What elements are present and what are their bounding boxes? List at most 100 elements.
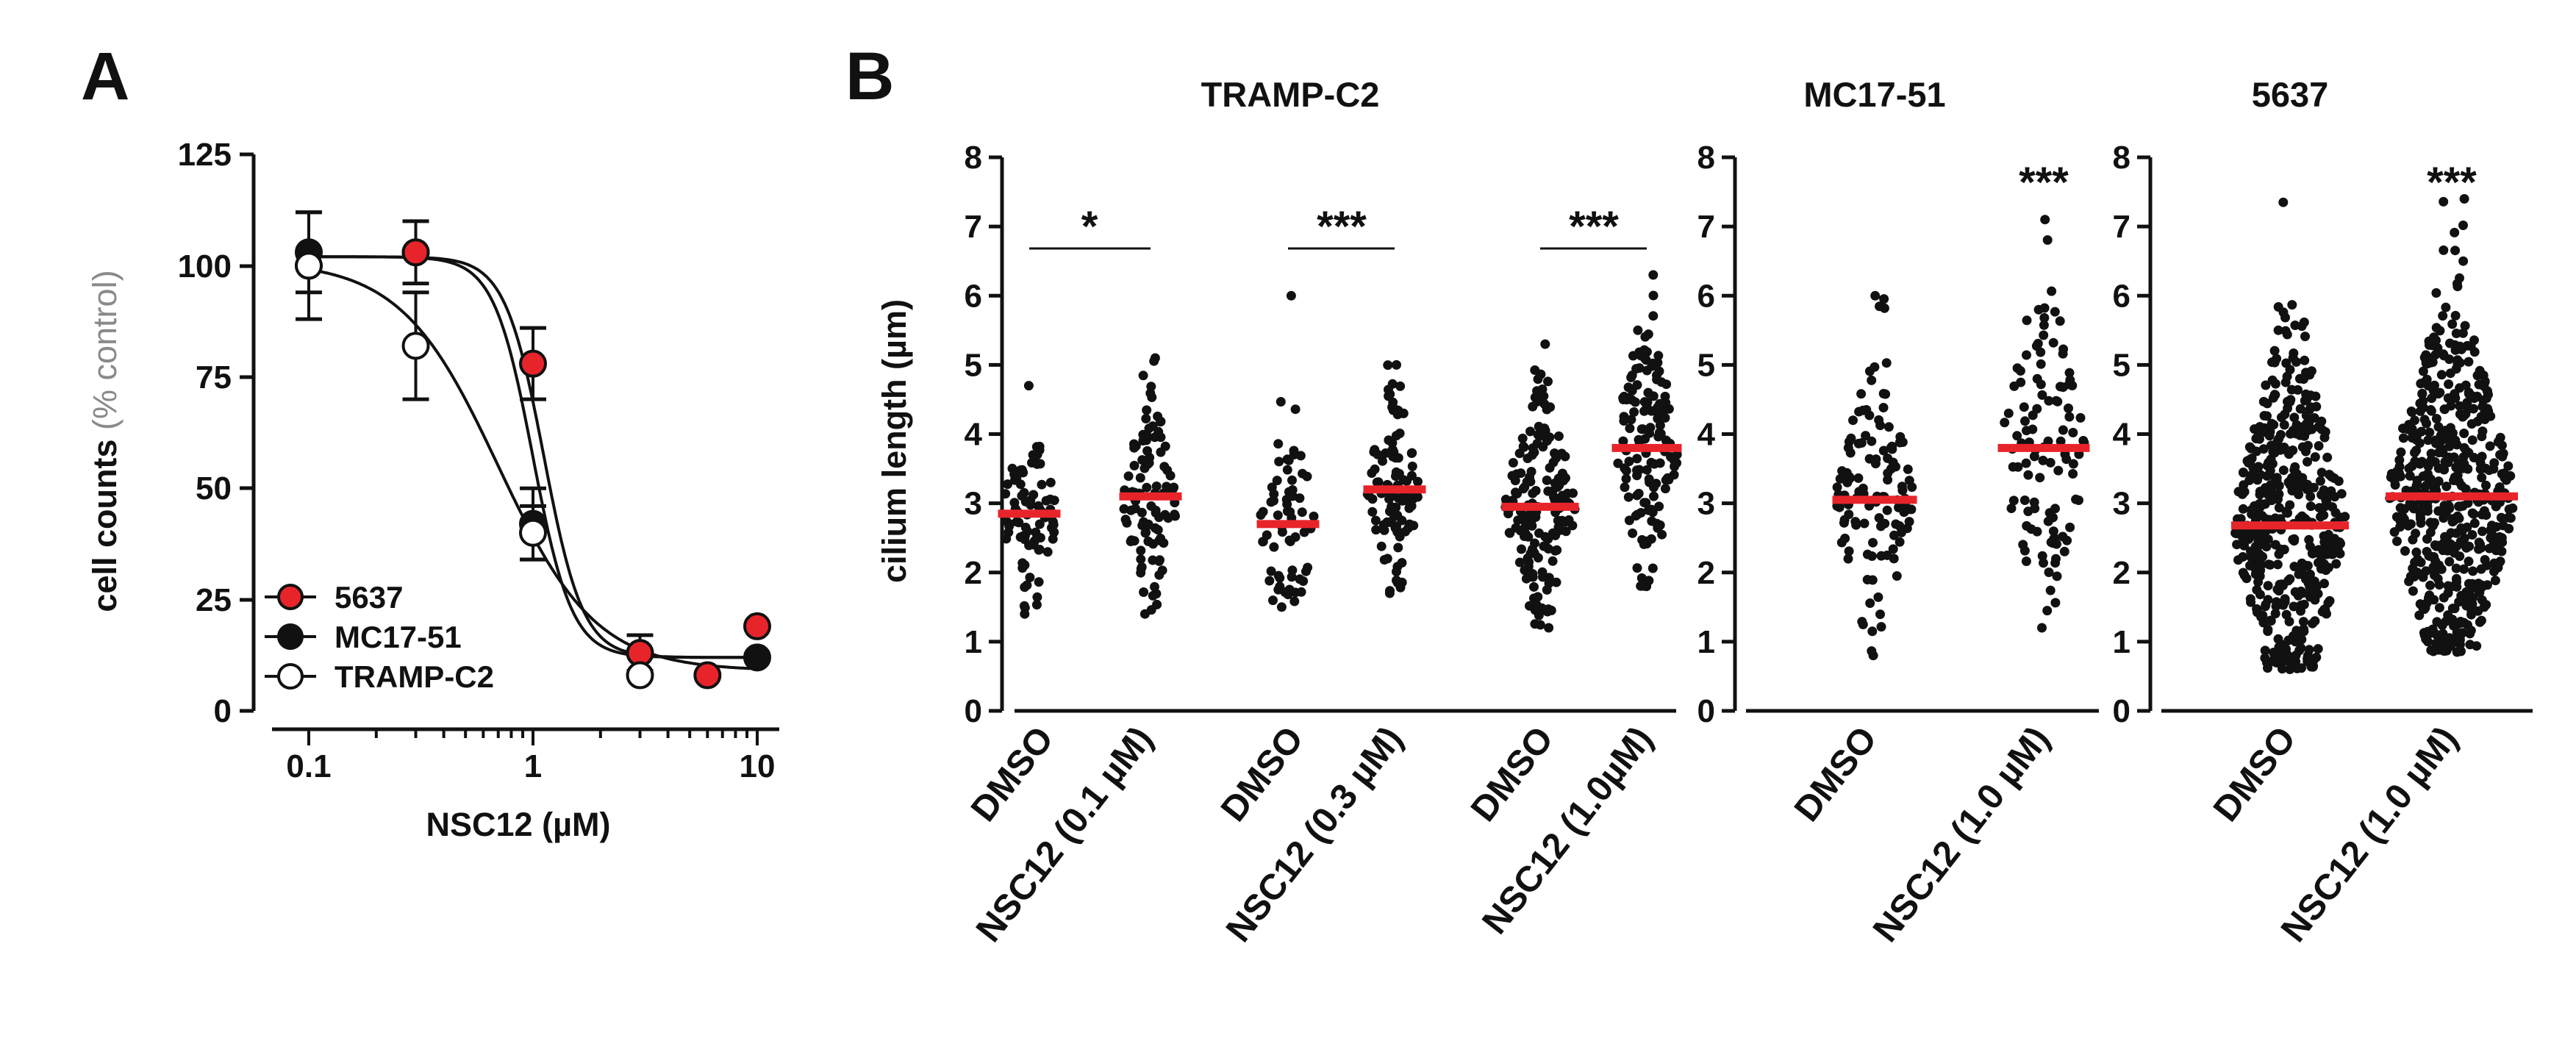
data-point bbox=[2290, 587, 2300, 597]
panel-b-title-5637: 5637 bbox=[2252, 75, 2329, 114]
data-point bbox=[2441, 482, 2452, 492]
data-point bbox=[2440, 537, 2450, 548]
data-point bbox=[2278, 465, 2289, 476]
data-point bbox=[2452, 632, 2462, 643]
data-point bbox=[2260, 645, 2270, 656]
data-point bbox=[1836, 537, 1847, 548]
data-point bbox=[1520, 523, 1530, 533]
data-point bbox=[2294, 569, 2304, 579]
data-point bbox=[1537, 567, 1548, 577]
data-point bbox=[2417, 457, 2427, 467]
data-point bbox=[2252, 466, 2262, 476]
panel-b-y-tick-label: 0 bbox=[2113, 693, 2130, 729]
data-point bbox=[1130, 504, 1140, 514]
data-point bbox=[2323, 545, 2333, 556]
data-point bbox=[2418, 378, 2428, 388]
data-point bbox=[2461, 484, 2471, 494]
fit-curve-mc17-51 bbox=[309, 255, 757, 659]
data-point bbox=[1856, 438, 1867, 448]
data-point bbox=[2064, 403, 2073, 413]
data-point bbox=[2308, 618, 2317, 629]
data-point bbox=[2491, 545, 2501, 556]
data-point bbox=[1543, 376, 1553, 387]
data-point bbox=[1384, 391, 1394, 401]
panel-b-title-mc17-51: MC17-51 bbox=[1803, 75, 1945, 114]
data-point bbox=[1370, 464, 1380, 474]
data-point bbox=[1025, 573, 1035, 582]
data-point bbox=[1154, 570, 1164, 580]
data-point bbox=[1660, 412, 1670, 423]
data-point bbox=[2445, 368, 2455, 379]
data-point bbox=[2305, 402, 2316, 412]
data-point bbox=[1285, 537, 1295, 546]
data-point bbox=[1031, 600, 1042, 610]
data-point bbox=[2489, 458, 2500, 468]
data-point bbox=[2411, 445, 2422, 456]
data-point bbox=[2255, 565, 2266, 576]
data-point bbox=[2239, 534, 2249, 545]
data-point bbox=[1155, 555, 1164, 565]
data-point bbox=[1159, 538, 1169, 548]
data-point bbox=[1632, 563, 1642, 573]
data-point bbox=[1034, 501, 1043, 511]
data-point bbox=[1876, 551, 1886, 561]
data-point bbox=[2450, 389, 2460, 399]
data-point bbox=[2289, 412, 2300, 423]
data-point-tramp-c2 bbox=[401, 332, 430, 360]
data-point bbox=[2464, 357, 2474, 367]
data-point bbox=[1626, 415, 1636, 425]
data-point bbox=[2008, 495, 2019, 506]
data-point bbox=[2078, 436, 2089, 445]
data-point bbox=[2405, 421, 2415, 432]
data-point bbox=[2043, 516, 2053, 526]
data-point bbox=[2476, 564, 2486, 574]
data-point bbox=[2468, 566, 2478, 576]
data-point bbox=[2274, 586, 2284, 596]
data-point bbox=[1620, 482, 1630, 493]
data-point bbox=[2048, 337, 2058, 348]
data-point bbox=[2435, 387, 2445, 398]
data-point bbox=[2289, 534, 2300, 544]
data-point bbox=[2431, 541, 2441, 551]
data-point bbox=[2336, 489, 2347, 499]
data-point bbox=[1647, 516, 1657, 526]
data-point bbox=[2390, 480, 2400, 490]
data-point bbox=[1883, 475, 1893, 485]
significance-label-mc17-51: *** bbox=[2019, 159, 2069, 207]
data-point bbox=[2429, 477, 2439, 487]
data-point bbox=[1525, 476, 1536, 487]
data-point bbox=[2416, 426, 2427, 437]
data-point bbox=[1895, 520, 1905, 531]
data-point bbox=[1868, 537, 1878, 548]
data-point bbox=[2459, 564, 2469, 574]
data-point bbox=[2050, 504, 2060, 514]
panel-b-y-tick-label: 0 bbox=[965, 693, 982, 729]
data-point bbox=[2467, 599, 2477, 609]
data-point bbox=[1406, 470, 1417, 481]
data-point bbox=[1138, 436, 1148, 445]
panel-a-plot-area bbox=[295, 210, 771, 690]
data-point bbox=[2462, 340, 2472, 351]
data-point bbox=[1875, 301, 1884, 312]
data-point bbox=[2418, 403, 2428, 412]
data-point bbox=[1514, 557, 1525, 568]
data-point bbox=[1560, 451, 1570, 462]
data-point bbox=[1395, 582, 1406, 593]
data-point bbox=[2264, 559, 2274, 570]
data-point bbox=[1287, 475, 1297, 485]
data-point bbox=[2486, 525, 2496, 535]
data-point bbox=[2253, 548, 2263, 559]
panel-a-y-tick-label: 100 bbox=[178, 248, 232, 284]
data-point bbox=[1287, 565, 1298, 576]
data-point bbox=[2050, 558, 2061, 568]
data-point bbox=[1367, 507, 1378, 517]
data-point bbox=[1391, 471, 1400, 482]
data-point bbox=[1273, 510, 1283, 520]
data-point bbox=[1639, 406, 1649, 416]
data-point bbox=[2422, 598, 2432, 608]
panel-a-y-tick-label: 125 bbox=[178, 137, 232, 173]
data-point bbox=[1888, 544, 1898, 554]
data-point bbox=[1540, 541, 1550, 551]
data-point bbox=[2045, 585, 2056, 595]
data-point bbox=[1654, 366, 1664, 376]
